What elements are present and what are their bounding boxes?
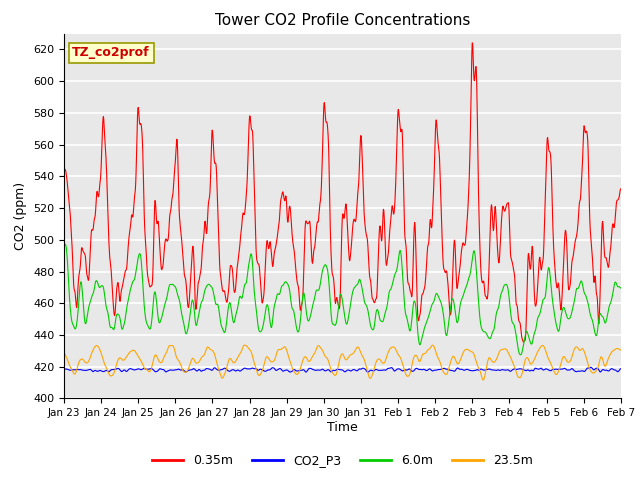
CO2_P3 [588, 364, 595, 370]
23.5m [297, 365, 305, 371]
6.0m [308, 305, 316, 311]
0.35m [126, 228, 134, 234]
6.0m [318, 269, 326, 275]
Y-axis label: CO2 (ppm): CO2 (ppm) [15, 182, 28, 250]
CO2_P3 [617, 366, 625, 372]
6.0m [378, 318, 385, 324]
23.5m [318, 347, 326, 353]
X-axis label: Time: Time [327, 421, 358, 434]
6.0m [516, 352, 524, 358]
Line: 0.35m: 0.35m [64, 43, 621, 342]
6.0m [126, 288, 134, 293]
6.0m [60, 242, 68, 248]
0.35m [520, 339, 527, 345]
Line: 6.0m: 6.0m [64, 244, 621, 355]
23.5m [103, 367, 111, 372]
CO2_P3 [103, 368, 111, 373]
6.0m [297, 315, 305, 321]
0.35m [308, 255, 316, 261]
0.35m [377, 230, 385, 236]
Line: 23.5m: 23.5m [64, 345, 621, 380]
CO2_P3 [378, 368, 385, 373]
23.5m [617, 347, 625, 353]
0.35m [103, 183, 111, 189]
Title: Tower CO2 Profile Concentrations: Tower CO2 Profile Concentrations [214, 13, 470, 28]
6.0m [617, 285, 625, 291]
CO2_P3 [318, 367, 326, 372]
6.0m [61, 241, 69, 247]
23.5m [241, 342, 248, 348]
0.35m [318, 173, 326, 179]
CO2_P3 [60, 366, 68, 372]
Text: TZ_co2prof: TZ_co2prof [72, 47, 150, 60]
CO2_P3 [296, 368, 304, 373]
CO2_P3 [364, 369, 372, 375]
23.5m [126, 349, 134, 355]
23.5m [60, 350, 68, 356]
CO2_P3 [308, 366, 316, 372]
23.5m [479, 377, 487, 383]
CO2_P3 [126, 366, 134, 372]
6.0m [104, 308, 111, 314]
Line: CO2_P3: CO2_P3 [64, 367, 621, 372]
0.35m [296, 307, 304, 313]
23.5m [308, 354, 316, 360]
Legend: 0.35m, CO2_P3, 6.0m, 23.5m: 0.35m, CO2_P3, 6.0m, 23.5m [147, 449, 538, 472]
0.35m [60, 165, 68, 171]
0.35m [468, 40, 476, 46]
0.35m [617, 186, 625, 192]
23.5m [378, 359, 385, 364]
